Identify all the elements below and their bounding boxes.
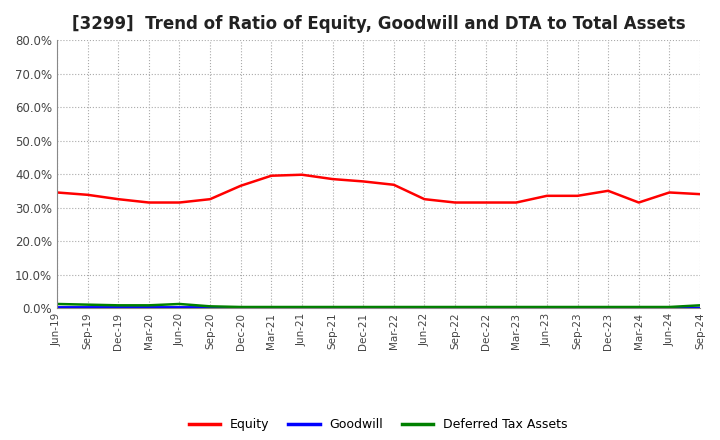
- Equity: [328, 176, 337, 182]
- Equity: [634, 200, 643, 205]
- Line: Deferred Tax Assets: Deferred Tax Assets: [57, 304, 700, 307]
- Deferred Tax Assets: [543, 304, 552, 310]
- Goodwill: [696, 305, 704, 311]
- Deferred Tax Assets: [359, 304, 367, 310]
- Deferred Tax Assets: [482, 304, 490, 310]
- Goodwill: [573, 305, 582, 311]
- Deferred Tax Assets: [634, 304, 643, 310]
- Equity: [573, 193, 582, 198]
- Equity: [420, 197, 428, 202]
- Deferred Tax Assets: [696, 303, 704, 308]
- Deferred Tax Assets: [297, 304, 306, 310]
- Deferred Tax Assets: [573, 304, 582, 310]
- Goodwill: [665, 305, 674, 311]
- Equity: [451, 200, 459, 205]
- Line: Goodwill: Goodwill: [57, 307, 700, 308]
- Deferred Tax Assets: [512, 304, 521, 310]
- Goodwill: [512, 305, 521, 311]
- Goodwill: [114, 304, 122, 310]
- Goodwill: [297, 305, 306, 311]
- Equity: [390, 182, 398, 187]
- Goodwill: [206, 304, 215, 310]
- Goodwill: [145, 304, 153, 310]
- Goodwill: [451, 305, 459, 311]
- Goodwill: [175, 304, 184, 310]
- Equity: [206, 197, 215, 202]
- Equity: [359, 179, 367, 184]
- Equity: [696, 191, 704, 197]
- Equity: [145, 200, 153, 205]
- Equity: [604, 188, 613, 194]
- Goodwill: [359, 305, 367, 311]
- Goodwill: [420, 305, 428, 311]
- Deferred Tax Assets: [390, 304, 398, 310]
- Deferred Tax Assets: [145, 303, 153, 308]
- Equity: [84, 192, 92, 198]
- Legend: Equity, Goodwill, Deferred Tax Assets: Equity, Goodwill, Deferred Tax Assets: [184, 413, 573, 436]
- Goodwill: [482, 305, 490, 311]
- Equity: [543, 193, 552, 198]
- Deferred Tax Assets: [420, 304, 428, 310]
- Deferred Tax Assets: [604, 304, 613, 310]
- Deferred Tax Assets: [451, 304, 459, 310]
- Deferred Tax Assets: [328, 304, 337, 310]
- Goodwill: [634, 305, 643, 311]
- Goodwill: [84, 304, 92, 310]
- Deferred Tax Assets: [206, 304, 215, 309]
- Title: [3299]  Trend of Ratio of Equity, Goodwill and DTA to Total Assets: [3299] Trend of Ratio of Equity, Goodwil…: [72, 15, 685, 33]
- Deferred Tax Assets: [236, 304, 245, 310]
- Equity: [175, 200, 184, 205]
- Goodwill: [604, 305, 613, 311]
- Goodwill: [328, 305, 337, 311]
- Goodwill: [267, 305, 276, 311]
- Equity: [482, 200, 490, 205]
- Equity: [297, 172, 306, 177]
- Deferred Tax Assets: [114, 303, 122, 308]
- Equity: [53, 190, 61, 195]
- Equity: [114, 197, 122, 202]
- Deferred Tax Assets: [175, 301, 184, 307]
- Goodwill: [390, 305, 398, 311]
- Goodwill: [543, 305, 552, 311]
- Deferred Tax Assets: [84, 302, 92, 307]
- Deferred Tax Assets: [53, 301, 61, 307]
- Line: Equity: Equity: [57, 175, 700, 202]
- Goodwill: [53, 304, 61, 310]
- Equity: [267, 173, 276, 178]
- Deferred Tax Assets: [267, 304, 276, 310]
- Goodwill: [236, 305, 245, 311]
- Equity: [665, 190, 674, 195]
- Deferred Tax Assets: [665, 304, 674, 310]
- Equity: [512, 200, 521, 205]
- Equity: [236, 183, 245, 188]
